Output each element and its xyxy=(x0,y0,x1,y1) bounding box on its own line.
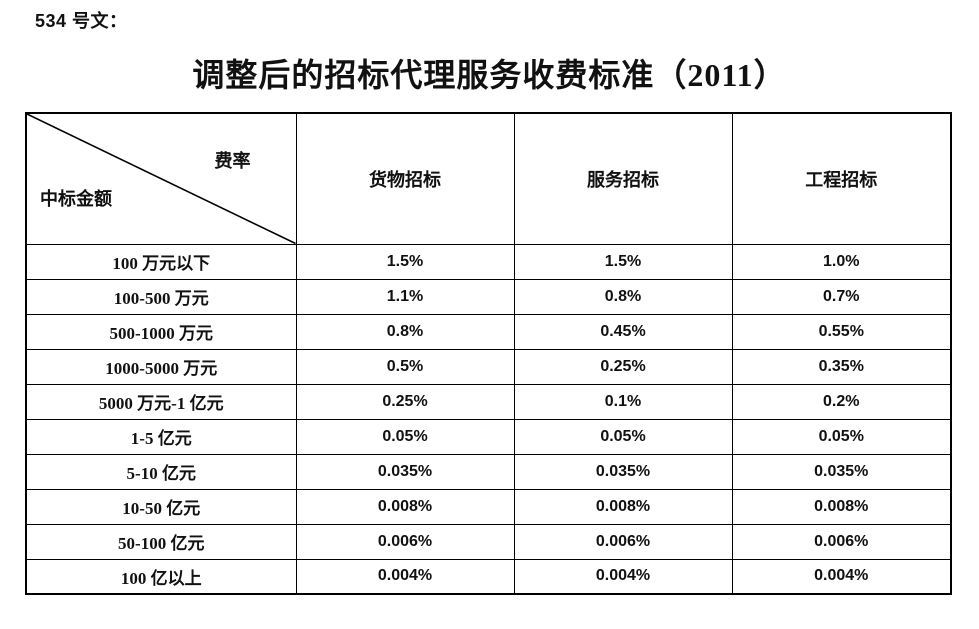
fee-value: 0.035% xyxy=(295,453,515,490)
table-row: 1000-5000 万元 0.5% 0.25% 0.35% xyxy=(25,348,952,385)
row-label: 1-5 亿元 xyxy=(25,418,297,455)
diagonal-line xyxy=(27,114,295,243)
table-row: 1-5 亿元 0.05% 0.05% 0.05% xyxy=(25,418,952,455)
fee-value: 0.008% xyxy=(295,488,515,525)
fee-value: 1.5% xyxy=(295,243,515,280)
fee-value: 0.1% xyxy=(513,383,733,420)
column-header-goods: 货物招标 xyxy=(295,112,515,245)
table-row: 50-100 亿元 0.006% 0.006% 0.006% xyxy=(25,523,952,560)
fee-value: 0.004% xyxy=(295,558,515,595)
column-header-engineering: 工程招标 xyxy=(731,112,952,245)
fee-value: 0.45% xyxy=(513,313,733,350)
fee-value: 0.004% xyxy=(731,558,952,595)
fee-value: 0.008% xyxy=(731,488,952,525)
page-title: 调整后的招标代理服务收费标准（2011） xyxy=(192,57,787,93)
fee-value: 0.2% xyxy=(731,383,952,420)
fee-value: 0.05% xyxy=(731,418,952,455)
fee-value: 0.006% xyxy=(295,523,515,560)
row-label: 5-10 亿元 xyxy=(25,453,297,490)
fee-value: 0.55% xyxy=(731,313,952,350)
row-label: 1000-5000 万元 xyxy=(25,348,297,385)
fee-value: 0.05% xyxy=(295,418,515,455)
table-row: 5-10 亿元 0.035% 0.035% 0.035% xyxy=(25,453,952,490)
fee-value: 1.0% xyxy=(731,243,952,280)
table-row: 100 亿以上 0.004% 0.004% 0.004% xyxy=(25,558,952,595)
table-row: 5000 万元-1 亿元 0.25% 0.1% 0.2% xyxy=(25,383,952,420)
fee-value: 0.006% xyxy=(513,523,733,560)
row-label: 100-500 万元 xyxy=(25,278,297,315)
diagonal-corner-cell: 费率 中标金额 xyxy=(25,112,297,245)
fee-value: 0.8% xyxy=(295,313,515,350)
fee-value: 0.008% xyxy=(513,488,733,525)
fee-value: 0.5% xyxy=(295,348,515,385)
fee-value: 0.004% xyxy=(513,558,733,595)
doc-number: 534 号文： xyxy=(35,11,128,31)
row-label: 100 万元以下 xyxy=(25,243,297,280)
fee-value: 0.25% xyxy=(513,348,733,385)
fee-value: 0.006% xyxy=(731,523,952,560)
corner-label-rate: 费率 xyxy=(214,151,251,171)
fee-value: 1.5% xyxy=(513,243,733,280)
table-row: 100 万元以下 1.5% 1.5% 1.0% xyxy=(25,243,952,280)
row-label: 500-1000 万元 xyxy=(25,313,297,350)
fee-value: 0.35% xyxy=(731,348,952,385)
fee-value: 0.035% xyxy=(731,453,952,490)
fee-value: 0.035% xyxy=(513,453,733,490)
row-label: 100 亿以上 xyxy=(25,558,297,595)
corner-label-amount: 中标金额 xyxy=(40,188,112,209)
row-label: 50-100 亿元 xyxy=(25,523,297,560)
fee-value: 0.8% xyxy=(513,278,733,315)
fee-value: 0.05% xyxy=(513,418,733,455)
header-row: 费率 中标金额 货物招标 服务招标 工程招标 xyxy=(25,112,952,245)
table-row: 100-500 万元 1.1% 0.8% 0.7% xyxy=(25,278,952,315)
table-row: 10-50 亿元 0.008% 0.008% 0.008% xyxy=(25,488,952,525)
table-row: 500-1000 万元 0.8% 0.45% 0.55% xyxy=(25,313,952,350)
row-label: 10-50 亿元 xyxy=(25,488,297,525)
fee-value: 0.25% xyxy=(295,383,515,420)
fee-schedule-table: 费率 中标金额 货物招标 服务招标 工程招标 100 万元以下 1.5% 1.5… xyxy=(25,112,952,595)
fee-value: 1.1% xyxy=(295,278,515,315)
column-header-services: 服务招标 xyxy=(513,112,733,245)
row-label: 5000 万元-1 亿元 xyxy=(25,383,297,420)
fee-value: 0.7% xyxy=(731,278,952,315)
